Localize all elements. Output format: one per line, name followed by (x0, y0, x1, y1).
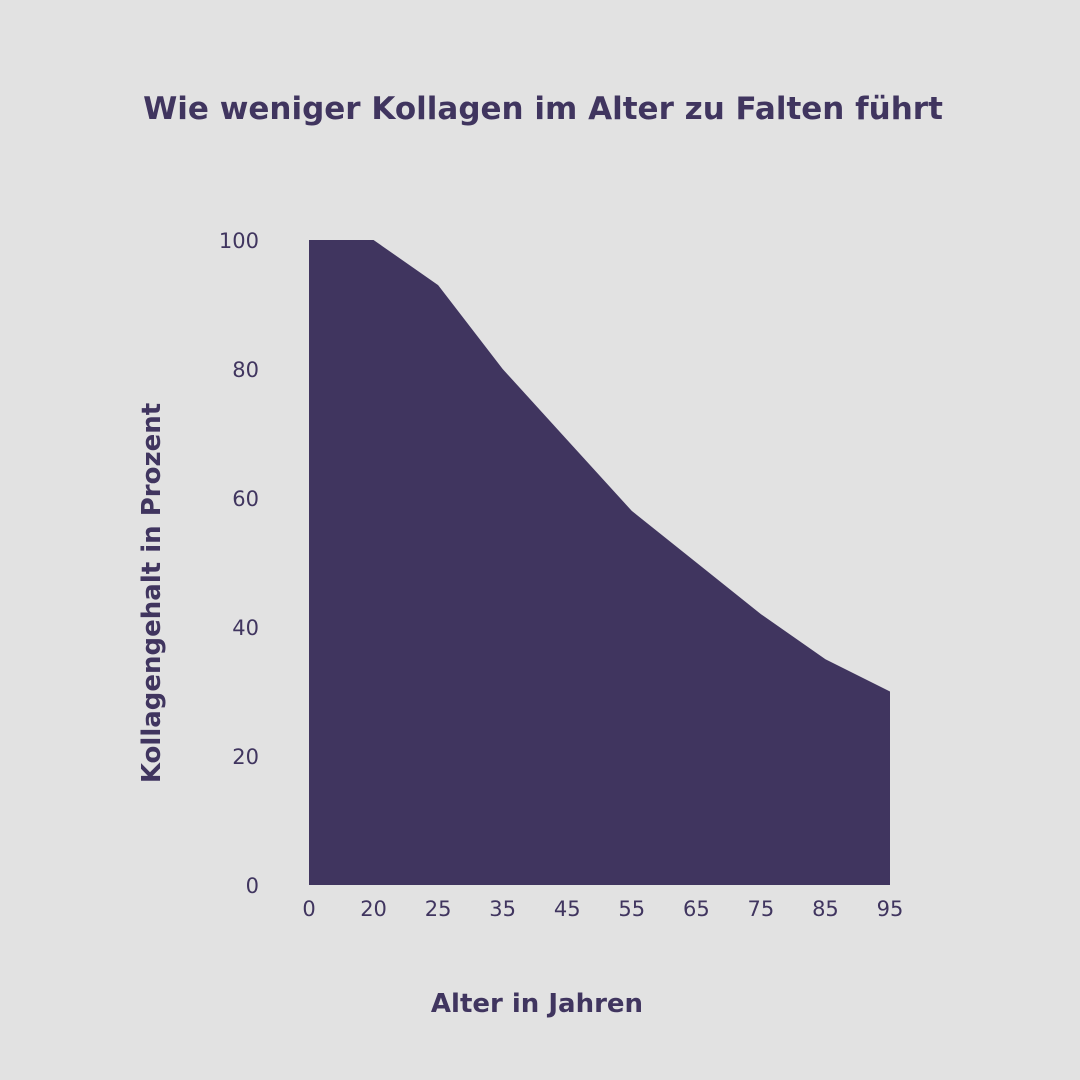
y-tick-label: 80 (232, 358, 259, 382)
x-tick-label: 20 (360, 897, 387, 921)
x-tick-label: 0 (302, 897, 315, 921)
y-axis-label: Kollagengehalt in Prozent (137, 403, 167, 783)
plot-area (309, 240, 890, 885)
x-axis-label: Alter in Jahren (431, 989, 643, 1019)
x-tick-label: 35 (489, 897, 516, 921)
x-tick-label: 25 (425, 897, 452, 921)
x-tick-label: 65 (683, 897, 710, 921)
y-tick-label: 20 (232, 745, 259, 769)
y-tick-label: 0 (246, 874, 259, 898)
y-axis-ticks: 0 20 40 60 80 100 (219, 229, 259, 898)
y-tick-label: 60 (232, 487, 259, 511)
x-axis-ticks: 0 20 25 35 45 55 65 75 85 95 (302, 897, 903, 921)
x-tick-label: 85 (812, 897, 839, 921)
x-tick-label: 55 (618, 897, 645, 921)
x-tick-label: 75 (748, 897, 775, 921)
chart-title: Wie weniger Kollagen im Alter zu Falten … (143, 91, 943, 127)
y-tick-label: 100 (219, 229, 259, 253)
area-series (309, 240, 890, 885)
x-tick-label: 95 (877, 897, 904, 921)
x-tick-label: 45 (554, 897, 581, 921)
y-tick-label: 40 (232, 616, 259, 640)
